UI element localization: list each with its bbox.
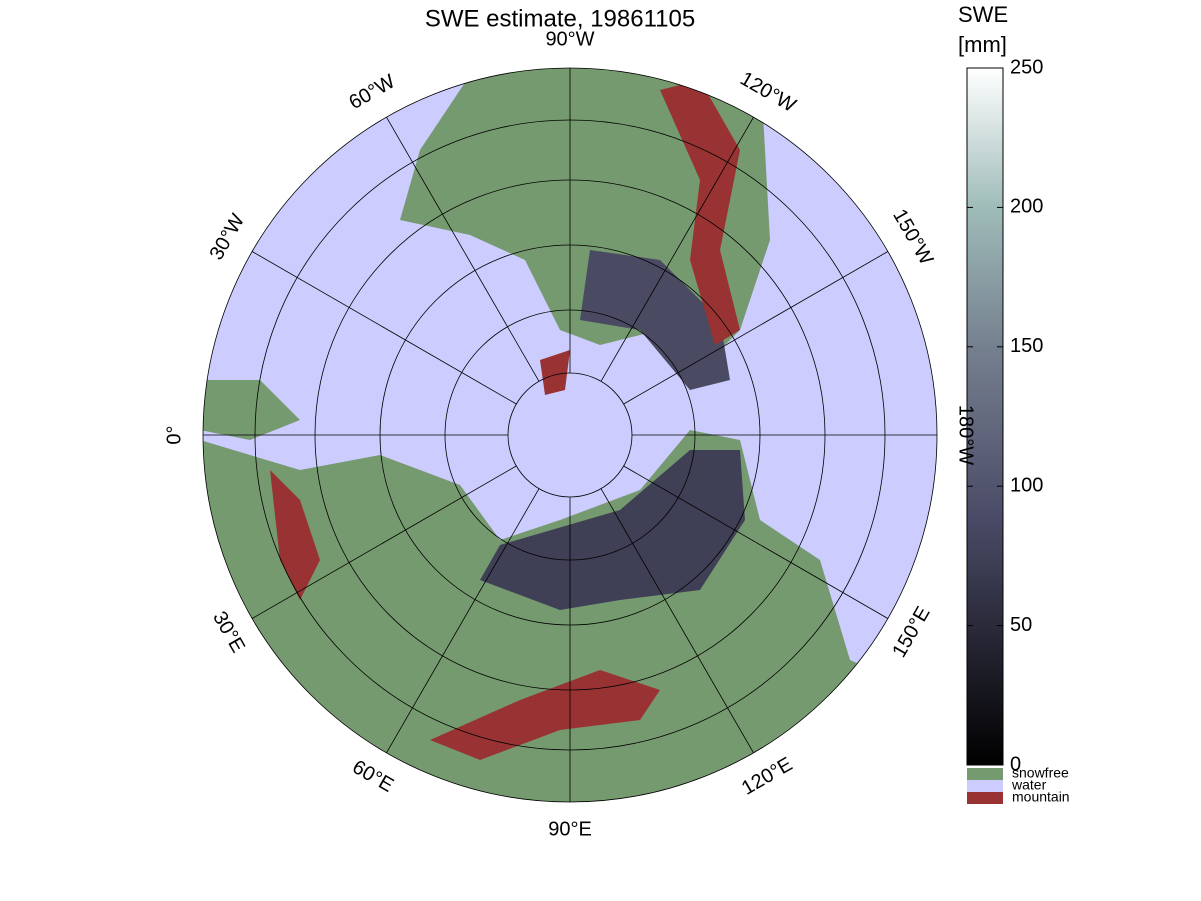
meridian-label: 150°W [888, 206, 937, 269]
colorbar-tick-label: 100 [1010, 474, 1043, 496]
meridian [600, 488, 754, 754]
legend-swatch [967, 792, 1003, 804]
colorbar-tick-label: 50 [1010, 614, 1032, 636]
meridian [600, 116, 754, 382]
colorbar-tick-label: 0 [1010, 753, 1021, 775]
meridian-label: 0° [163, 425, 185, 444]
colorbar-tick-label: 200 [1010, 196, 1043, 218]
colorbar-tick-label: 250 [1010, 56, 1043, 78]
graticule [202, 67, 938, 803]
meridian-label: 90°E [548, 818, 592, 840]
meridian-label: 90°W [545, 28, 594, 50]
mountain-area [430, 670, 660, 760]
meridian [251, 465, 517, 619]
mountain-area [270, 470, 320, 600]
meridian-label: 30°E [208, 608, 249, 657]
meridian-label: 120°E [738, 753, 796, 799]
colorbar-tick-label: 150 [1010, 335, 1043, 357]
colorbar [966, 67, 1004, 766]
legend-label: mountain [1012, 789, 1070, 805]
colorbar-title: [mm] [958, 32, 1007, 57]
meridian [386, 116, 540, 382]
meridian [623, 251, 889, 405]
meridian-label: 120°W [736, 68, 799, 117]
colorbar-title: SWE [958, 2, 1008, 27]
meridian-label: 180°W [955, 405, 977, 465]
greenland-region [203, 380, 300, 440]
mountain-area [660, 80, 740, 345]
meridian-label: 60°E [348, 756, 397, 797]
title: SWE estimate, 19861105 [425, 5, 695, 32]
mountain-area [540, 350, 570, 395]
snow-cover [580, 250, 730, 390]
meridian [386, 488, 540, 754]
meridian-label: 30°W [205, 210, 249, 264]
legend-swatch [967, 780, 1003, 792]
snow-cover [480, 450, 745, 610]
legend-label: snowfree [1012, 765, 1069, 781]
legend-swatch [967, 768, 1003, 780]
meridian-label: 60°W [345, 70, 399, 114]
meridian [623, 465, 889, 619]
legend-label: water [1011, 777, 1047, 793]
meridian-label: 150°E [888, 603, 934, 661]
meridian [251, 251, 517, 405]
